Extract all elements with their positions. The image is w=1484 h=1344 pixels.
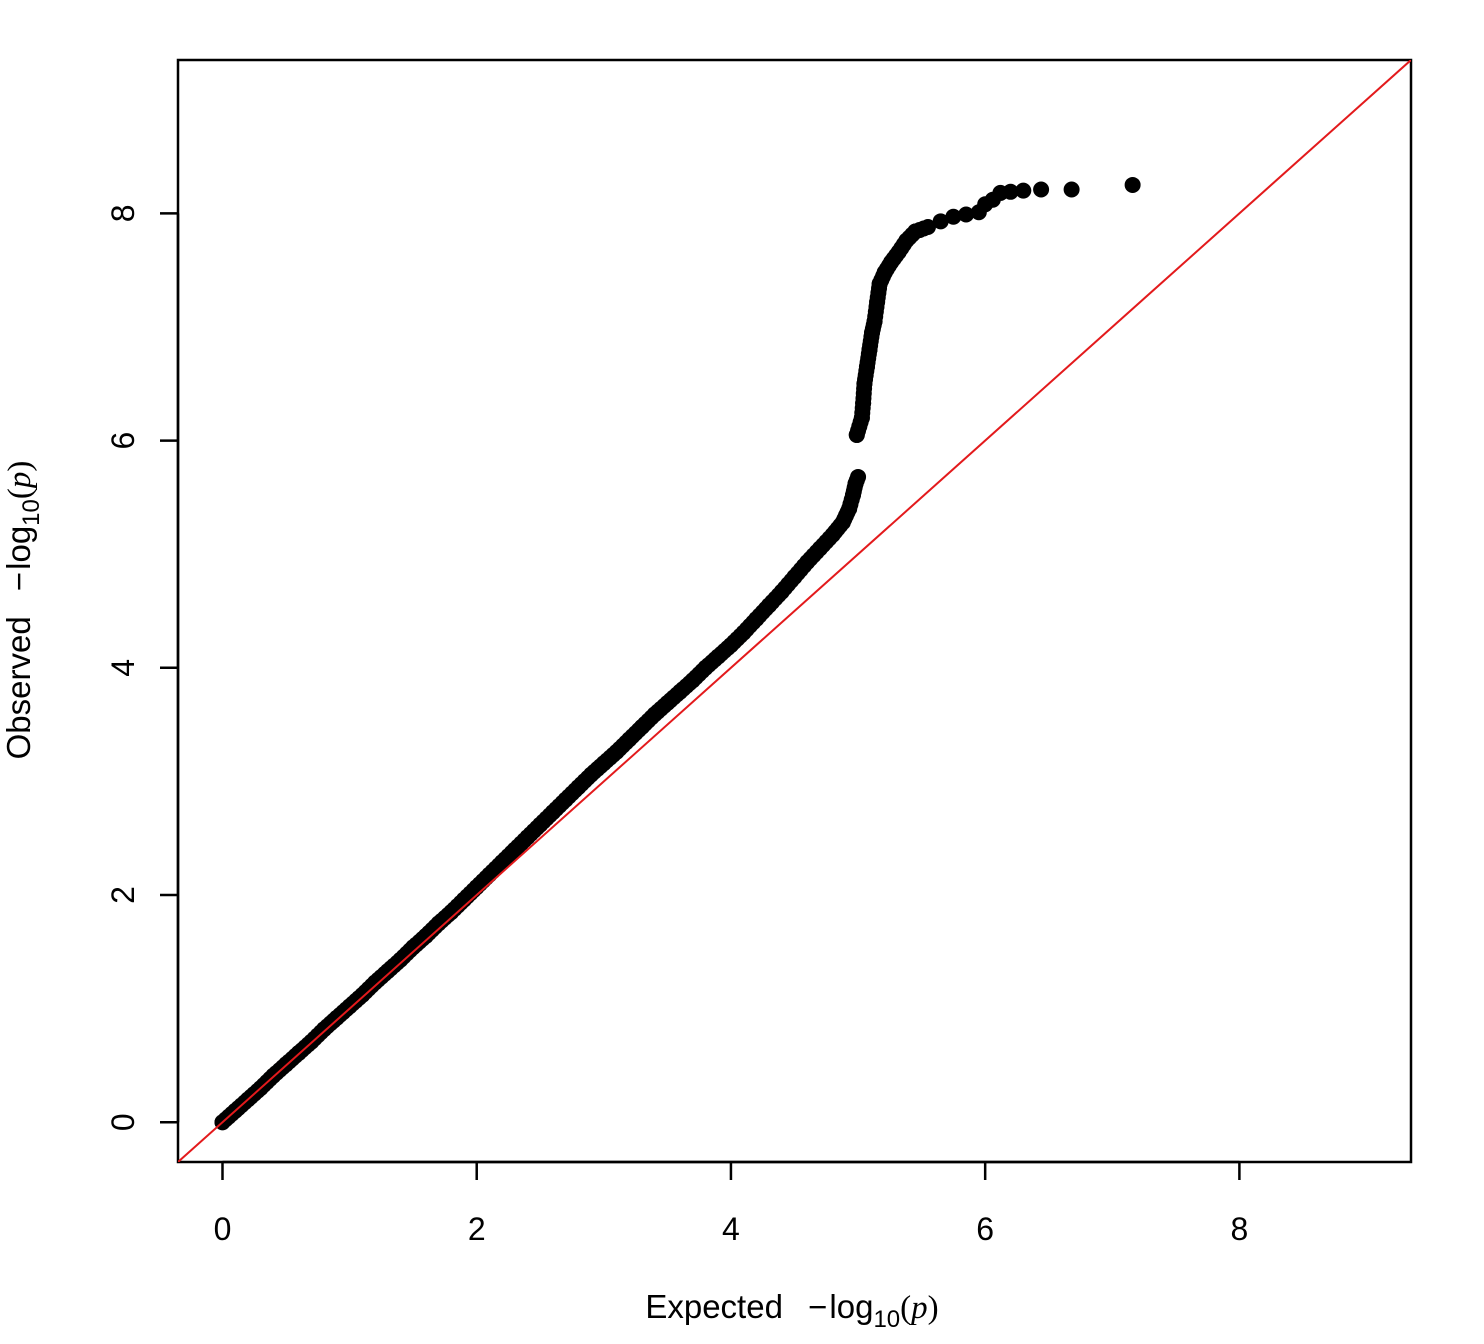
data-point	[646, 706, 663, 723]
data-point	[316, 1021, 333, 1038]
data-point	[443, 904, 460, 921]
data-point	[811, 540, 828, 557]
data-point	[392, 951, 409, 968]
data-point	[761, 597, 778, 614]
data-point	[379, 963, 396, 980]
data-point	[354, 986, 371, 1003]
data-point	[890, 243, 907, 260]
data-point	[850, 468, 867, 485]
data-point	[621, 731, 638, 748]
data-point	[1002, 183, 1019, 200]
data-point	[1015, 182, 1032, 199]
data-point	[834, 514, 851, 531]
data-point	[341, 998, 358, 1015]
data-point	[945, 208, 962, 225]
data-point	[855, 395, 872, 412]
y-tick-label: 8	[105, 204, 141, 222]
x-tick-label: 0	[214, 1211, 232, 1247]
data-point	[506, 841, 523, 858]
data-point	[866, 313, 883, 330]
data-point	[748, 610, 765, 627]
data-point	[869, 293, 886, 310]
data-point	[519, 829, 536, 846]
data-point	[697, 659, 714, 676]
data-point	[570, 779, 587, 796]
data-point	[932, 213, 949, 230]
data-point	[608, 743, 625, 760]
data-point	[684, 672, 701, 689]
data-point	[659, 695, 676, 712]
y-axis-title: Observed −log10(p)	[0, 461, 45, 760]
data-point	[841, 500, 858, 517]
data-point	[710, 648, 727, 665]
data-point	[532, 816, 549, 833]
data-point	[633, 718, 650, 735]
data-point	[1124, 176, 1141, 193]
data-point	[430, 915, 447, 932]
data-point	[557, 791, 574, 808]
y-tick-label: 0	[105, 1113, 141, 1131]
data-point	[786, 568, 803, 585]
x-tick-label: 8	[1230, 1211, 1248, 1247]
reference-line	[178, 60, 1411, 1162]
data-point	[595, 755, 612, 772]
data-point	[494, 854, 511, 871]
y-tick-label: 2	[105, 886, 141, 904]
data-point	[468, 879, 485, 896]
data-point	[861, 341, 878, 358]
data-point	[583, 766, 600, 783]
data-point	[853, 409, 870, 426]
x-tick-label: 2	[468, 1211, 486, 1247]
data-point	[481, 866, 498, 883]
data-point	[405, 939, 422, 956]
data-point	[824, 526, 841, 543]
data-point	[417, 927, 434, 944]
data-point	[672, 683, 689, 700]
x-axis-title: Expected −log10(p)	[645, 1288, 938, 1333]
y-axis: 0 2 4 6 8	[105, 204, 180, 1131]
data-point	[735, 624, 752, 641]
data-point	[907, 223, 924, 240]
data-point	[1033, 181, 1050, 198]
data-point	[919, 219, 936, 236]
y-tick-label: 4	[105, 659, 141, 677]
data-point	[856, 375, 873, 392]
data-point	[722, 637, 739, 654]
x-axis: 0 2 4 6 8	[214, 1160, 1248, 1247]
data-point	[958, 206, 975, 223]
x-tick-label: 6	[976, 1211, 994, 1247]
data-point	[367, 974, 384, 991]
data-point	[1063, 181, 1080, 198]
data-point	[773, 583, 790, 600]
data-point	[328, 1009, 345, 1026]
x-tick-label: 4	[722, 1211, 740, 1247]
data-point	[544, 804, 561, 821]
data-points	[214, 176, 1141, 1131]
y-tick-label: 6	[105, 432, 141, 450]
data-point	[858, 358, 875, 375]
data-point	[799, 554, 816, 571]
data-point	[848, 426, 865, 443]
